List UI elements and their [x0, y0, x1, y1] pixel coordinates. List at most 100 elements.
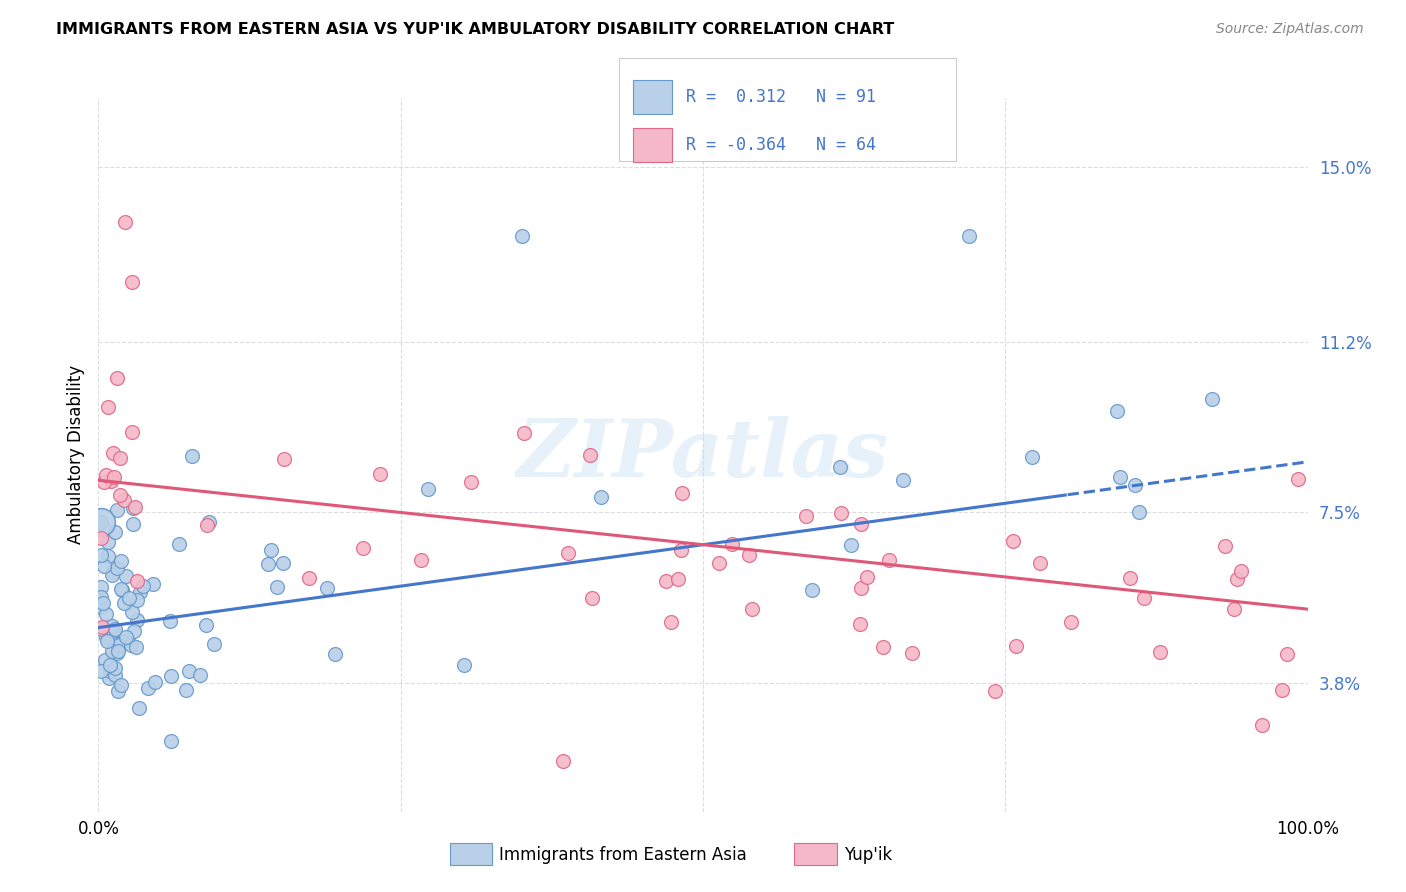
Point — [352, 541, 374, 555]
Point — [121, 500, 143, 515]
Point — [90, 515, 112, 529]
Point — [160, 734, 183, 748]
Point — [257, 557, 280, 571]
Point — [125, 593, 148, 607]
Point — [315, 581, 337, 595]
Point — [121, 275, 143, 289]
Point — [101, 567, 124, 582]
Point — [1250, 718, 1272, 732]
Point — [90, 532, 112, 546]
Text: ZIPatlas: ZIPatlas — [517, 417, 889, 493]
Point — [1275, 648, 1298, 662]
Point — [188, 667, 211, 681]
Point — [159, 614, 181, 628]
Point — [125, 640, 148, 655]
Point — [181, 449, 204, 463]
Point — [416, 482, 439, 496]
Point — [90, 599, 112, 614]
Point — [94, 607, 117, 621]
Point — [195, 617, 218, 632]
Point — [849, 581, 872, 595]
Point — [97, 400, 120, 414]
Point — [129, 584, 152, 599]
Point — [1123, 478, 1146, 492]
Point — [197, 516, 219, 530]
Text: IMMIGRANTS FROM EASTERN ASIA VS YUP'IK AMBULATORY DISABILITY CORRELATION CHART: IMMIGRANTS FROM EASTERN ASIA VS YUP'IK A… — [56, 22, 894, 37]
Text: R = -0.364   N = 64: R = -0.364 N = 64 — [686, 136, 876, 154]
Point — [90, 515, 112, 529]
Point — [104, 661, 127, 675]
Point — [1128, 505, 1150, 519]
Point — [195, 518, 218, 533]
Point — [1222, 602, 1244, 616]
Point — [105, 561, 128, 575]
Text: Yup'ik: Yup'ik — [844, 846, 891, 863]
Point — [110, 553, 132, 567]
Point — [872, 640, 894, 654]
Point — [90, 622, 112, 636]
Point — [260, 543, 283, 558]
Point — [669, 543, 692, 558]
Point — [709, 556, 731, 570]
Point — [512, 425, 534, 440]
Point — [104, 622, 127, 636]
Point — [111, 583, 134, 598]
Point — [90, 549, 112, 563]
Point — [1229, 564, 1251, 578]
Point — [323, 647, 346, 661]
Point — [100, 643, 122, 657]
Point — [108, 637, 131, 651]
Point — [94, 653, 117, 667]
Point — [1215, 539, 1237, 553]
Point — [174, 683, 197, 698]
Point — [368, 467, 391, 481]
Point — [105, 646, 128, 660]
Point — [121, 425, 143, 440]
Point — [145, 675, 167, 690]
Point — [90, 580, 112, 594]
Point — [110, 582, 132, 596]
Point — [1132, 591, 1154, 605]
Point — [1060, 615, 1083, 630]
Point — [101, 619, 124, 633]
Point — [901, 647, 924, 661]
Point — [877, 553, 900, 567]
Point — [96, 634, 118, 648]
Point — [659, 615, 682, 629]
Point — [1119, 571, 1142, 585]
Point — [118, 591, 141, 605]
Point — [100, 474, 122, 488]
Point — [460, 475, 482, 489]
Point — [801, 582, 824, 597]
Point — [101, 445, 124, 459]
Point — [90, 590, 112, 604]
Point — [107, 643, 129, 657]
Point — [557, 546, 579, 560]
Point — [108, 638, 131, 652]
Point — [579, 448, 602, 462]
Point — [453, 658, 475, 673]
Point — [112, 493, 135, 508]
Text: R =  0.312   N = 91: R = 0.312 N = 91 — [686, 88, 876, 106]
Point — [94, 468, 117, 483]
Point — [124, 500, 146, 515]
Point — [551, 754, 574, 768]
Point — [93, 475, 115, 489]
Point — [1226, 572, 1249, 586]
Point — [266, 580, 288, 594]
Point — [1271, 683, 1294, 698]
Text: Immigrants from Eastern Asia: Immigrants from Eastern Asia — [499, 846, 747, 863]
Point — [136, 681, 159, 696]
Point — [1029, 556, 1052, 570]
Point — [98, 664, 121, 678]
Point — [90, 620, 112, 634]
Point — [411, 552, 433, 566]
Point — [90, 664, 112, 678]
Point — [1021, 450, 1043, 464]
Point — [125, 574, 148, 588]
Point — [105, 371, 128, 385]
Point — [108, 450, 131, 465]
Point — [581, 591, 603, 606]
Point — [591, 490, 613, 504]
Point — [655, 574, 678, 589]
